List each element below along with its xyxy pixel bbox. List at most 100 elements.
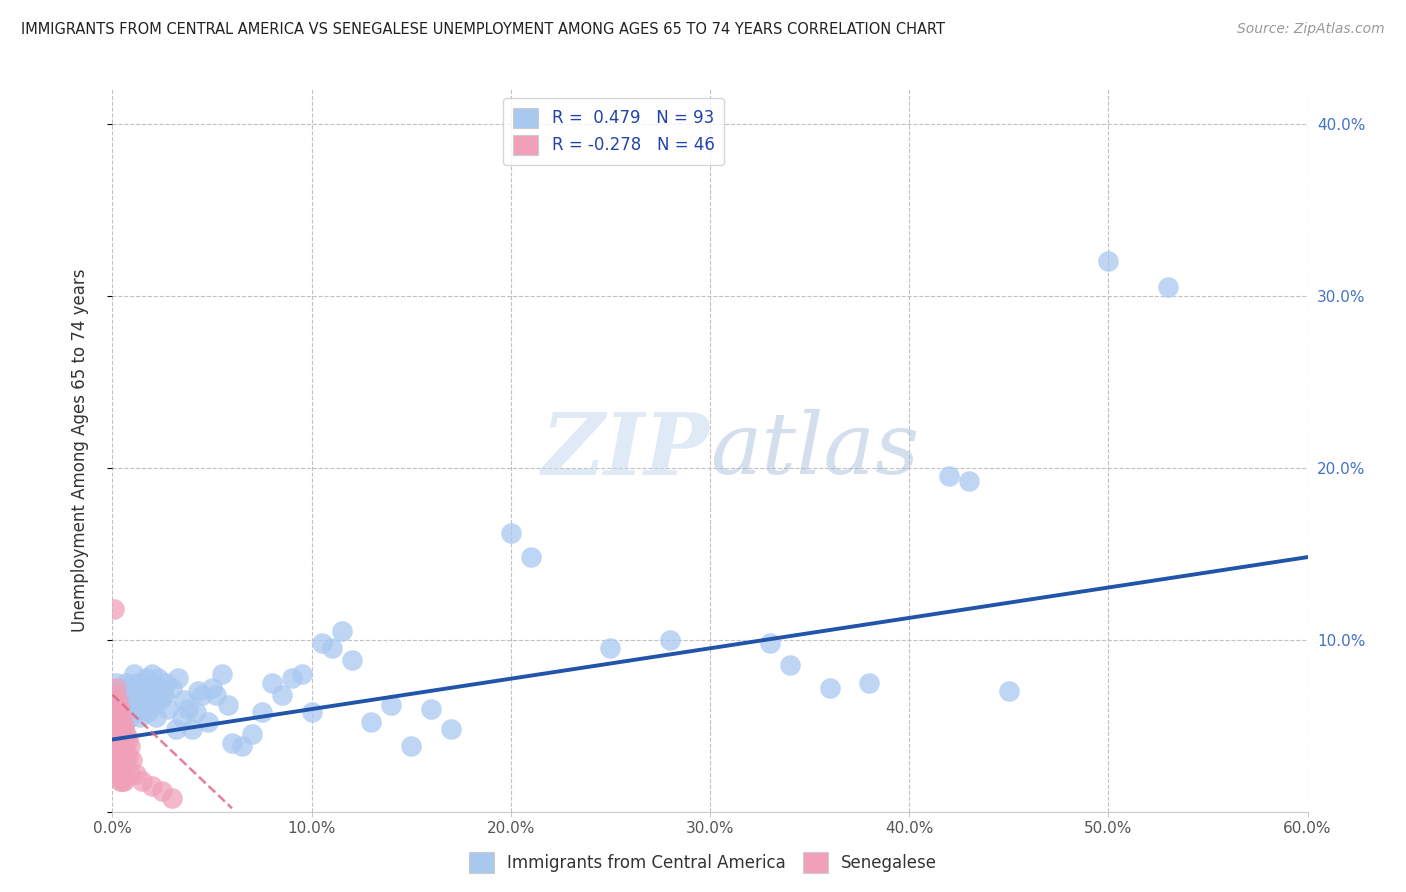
Point (139, 675, 162, 690)
Point (103, 601, 125, 615)
Legend: R =  0.479   N = 93, R = -0.278   N = 46: R = 0.479 N = 93, R = -0.278 N = 46 (503, 97, 724, 165)
Point (172, 710, 194, 724)
Point (105, 739, 128, 754)
Point (111, 710, 134, 724)
Point (162, 791, 183, 805)
Text: IMMIGRANTS FROM CENTRAL AMERICA VS SENEGALESE UNEMPLOYMENT AMONG AGES 65 TO 74 Y: IMMIGRANTS FROM CENTRAL AMERICA VS SENEG… (21, 22, 945, 37)
Point (321, 641, 343, 656)
Point (141, 688, 163, 702)
Point (107, 693, 129, 707)
Point (145, 710, 167, 724)
Point (110, 749, 132, 764)
Point (110, 773, 132, 788)
Point (281, 671, 304, 685)
Point (107, 688, 129, 702)
Point (135, 693, 157, 707)
Point (141, 667, 163, 681)
Point (250, 705, 273, 719)
Point (165, 722, 187, 736)
Point (107, 722, 129, 736)
Point (125, 705, 148, 719)
Point (114, 688, 135, 702)
Point (111, 681, 134, 695)
Legend: Immigrants from Central America, Senegalese: Immigrants from Central America, Senegal… (463, 846, 943, 880)
Point (110, 701, 132, 715)
Point (110, 693, 132, 707)
Point (311, 636, 333, 650)
Point (301, 705, 323, 719)
Point (173, 693, 195, 707)
Point (129, 688, 152, 702)
Point (818, 681, 841, 695)
Point (120, 739, 142, 754)
Point (117, 705, 139, 719)
Point (499, 526, 522, 541)
Y-axis label: Unemployment Among Ages 65 to 74 years: Unemployment Among Ages 65 to 74 years (70, 268, 89, 632)
Point (105, 701, 128, 715)
Point (107, 698, 129, 712)
Point (380, 698, 402, 712)
Point (191, 688, 214, 702)
Point (124, 667, 146, 681)
Point (115, 727, 138, 741)
Point (110, 710, 132, 724)
Point (420, 701, 443, 715)
Point (121, 688, 143, 702)
Point (103, 698, 125, 712)
Point (260, 675, 283, 690)
Point (117, 684, 139, 698)
Point (167, 671, 190, 685)
Point (141, 779, 163, 793)
Point (105, 681, 128, 695)
Point (115, 701, 138, 715)
Point (120, 710, 142, 724)
Point (340, 653, 363, 667)
Point (114, 732, 135, 747)
Point (197, 715, 219, 730)
Point (114, 744, 135, 758)
Point (107, 710, 129, 724)
Point (138, 684, 160, 698)
Point (181, 722, 204, 736)
Point (858, 675, 880, 690)
Point (114, 773, 135, 788)
Point (599, 641, 621, 656)
Point (114, 762, 135, 776)
Point (121, 681, 143, 695)
Point (270, 688, 292, 702)
Point (187, 684, 209, 698)
Point (150, 784, 173, 798)
Point (117, 732, 139, 747)
Point (1097, 254, 1119, 268)
Point (221, 736, 243, 750)
Point (105, 719, 128, 733)
Point (177, 701, 200, 715)
Point (125, 767, 148, 781)
Point (121, 753, 143, 767)
Point (155, 675, 177, 690)
Point (117, 749, 139, 764)
Point (957, 475, 980, 489)
Point (134, 701, 156, 715)
Point (143, 698, 166, 712)
Point (759, 636, 782, 650)
Point (162, 681, 183, 695)
Point (659, 632, 682, 647)
Point (129, 710, 152, 724)
Point (360, 715, 382, 730)
Point (111, 773, 134, 788)
Point (115, 693, 138, 707)
Point (131, 681, 153, 695)
Point (201, 681, 224, 695)
Point (107, 767, 129, 781)
Point (131, 698, 153, 712)
Point (145, 681, 167, 695)
Point (998, 684, 1021, 698)
Point (115, 675, 138, 690)
Point (111, 762, 134, 776)
Point (110, 727, 132, 741)
Point (105, 705, 128, 719)
Point (157, 701, 180, 715)
Point (138, 705, 160, 719)
Point (149, 693, 172, 707)
